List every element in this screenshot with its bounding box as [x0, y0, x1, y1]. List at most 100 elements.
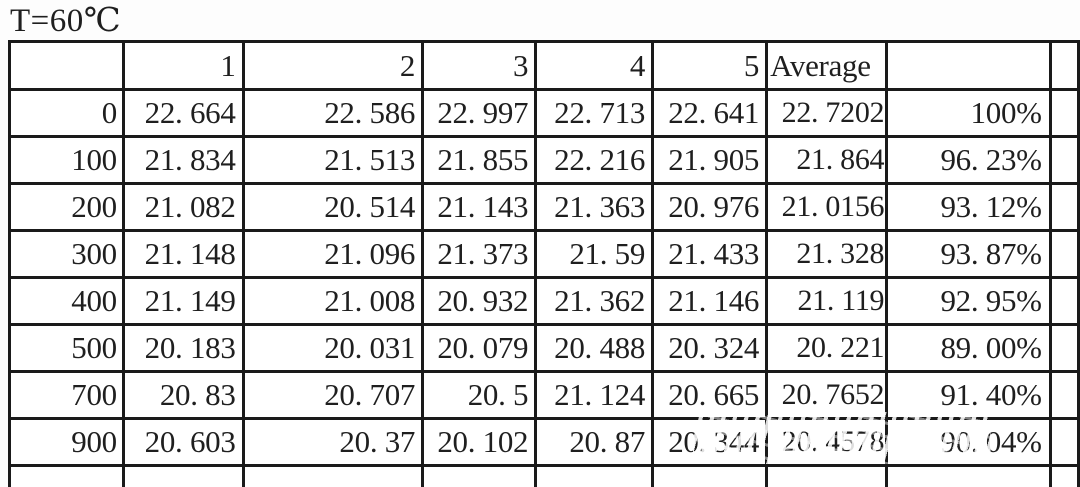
value-cell: 21. 834	[121, 135, 245, 185]
table-row: 200 21. 082 20. 514 21. 143 21. 363 20. …	[8, 182, 1080, 232]
value-cell: 21. 082	[121, 182, 245, 232]
percent-cell: 100%	[885, 88, 1052, 138]
value-cell: 21. 124	[534, 370, 655, 420]
value-cell: 20. 87	[534, 417, 655, 467]
partial-cell	[1048, 182, 1080, 232]
row-label-cell	[8, 464, 125, 487]
average-cell: 21. 864	[765, 135, 889, 185]
value-cell: 20. 603	[121, 417, 245, 467]
value-cell: 20. 37	[241, 417, 425, 467]
percent-cell: 96. 23%	[885, 135, 1052, 185]
percent-cell: 93. 12%	[885, 182, 1052, 232]
value-cell: 21. 513	[241, 135, 425, 185]
value-cell: 22. 586	[241, 88, 425, 138]
average-cell: 22. 7202	[765, 88, 889, 138]
value-cell: 20. 079	[421, 323, 538, 373]
row-label-cell: 200	[8, 182, 125, 232]
value-cell: 20. 324	[651, 323, 769, 373]
column-header-partial	[1048, 40, 1080, 91]
value-cell	[241, 464, 425, 487]
value-cell: 21. 433	[651, 229, 769, 279]
partial-cell	[1048, 323, 1080, 373]
value-cell: 20. 344	[651, 417, 769, 467]
row-label-cell: 300	[8, 229, 125, 279]
partial-cell	[1048, 135, 1080, 185]
partial-cell	[1048, 370, 1080, 420]
data-table: 1 2 3 4 5 Average 0 22. 664 22. 586 22. …	[8, 40, 1080, 487]
value-cell: 20. 514	[241, 182, 425, 232]
value-cell: 20. 83	[121, 370, 245, 420]
value-cell: 20. 665	[651, 370, 769, 420]
value-cell: 21. 146	[651, 276, 769, 326]
row-label-cell: 500	[8, 323, 125, 373]
percent-cell: 93. 87%	[885, 229, 1052, 279]
table-row: 400 21. 149 21. 008 20. 932 21. 362 21. …	[8, 276, 1080, 326]
value-cell: 20. 102	[421, 417, 538, 467]
column-header-blank	[8, 40, 125, 91]
value-cell: 21. 008	[241, 276, 425, 326]
row-label-cell: 100	[8, 135, 125, 185]
value-cell: 20. 707	[241, 370, 425, 420]
value-cell: 21. 143	[421, 182, 538, 232]
table-row: 700 20. 83 20. 707 20. 5 21. 124 20. 665…	[8, 370, 1080, 420]
column-header-1: 1	[121, 40, 245, 91]
value-cell: 20. 488	[534, 323, 655, 373]
value-cell: 20. 932	[421, 276, 538, 326]
percent-cell	[885, 464, 1052, 487]
table-row: 300 21. 148 21. 096 21. 373 21. 59 21. 4…	[8, 229, 1080, 279]
value-cell	[421, 464, 538, 487]
percent-cell: 90. 04%	[885, 417, 1052, 467]
partial-table-row	[8, 464, 1080, 487]
value-cell: 20. 976	[651, 182, 769, 232]
value-cell: 21. 373	[421, 229, 538, 279]
table-row: 900 20. 603 20. 37 20. 102 20. 87 20. 34…	[8, 417, 1080, 467]
table-row: 100 21. 834 21. 513 21. 855 22. 216 21. …	[8, 135, 1080, 185]
column-header-3: 3	[421, 40, 538, 91]
row-label-cell: 700	[8, 370, 125, 420]
value-cell: 22. 713	[534, 88, 655, 138]
value-cell: 21. 905	[651, 135, 769, 185]
table-body: 0 22. 664 22. 586 22. 997 22. 713 22. 64…	[8, 88, 1080, 487]
partial-cell	[1048, 88, 1080, 138]
column-header-percent	[885, 40, 1052, 91]
row-label-cell: 0	[8, 88, 125, 138]
average-cell: 21. 119	[765, 276, 889, 326]
value-cell: 21. 59	[534, 229, 655, 279]
average-cell: 20. 7652	[765, 370, 889, 420]
average-cell	[765, 464, 889, 487]
column-header-5: 5	[651, 40, 769, 91]
value-cell: 20. 183	[121, 323, 245, 373]
column-header-average: Average	[765, 40, 889, 91]
value-cell: 22. 641	[651, 88, 769, 138]
value-cell: 22. 216	[534, 135, 655, 185]
table-row: 0 22. 664 22. 586 22. 997 22. 713 22. 64…	[8, 88, 1080, 138]
partial-cell	[1048, 464, 1080, 487]
value-cell: 22. 664	[121, 88, 245, 138]
average-cell: 20. 221	[765, 323, 889, 373]
row-label-cell: 400	[8, 276, 125, 326]
page-title: T=60℃	[10, 3, 122, 39]
partial-cell	[1048, 229, 1080, 279]
average-cell: 21. 0156	[765, 182, 889, 232]
value-cell	[651, 464, 769, 487]
value-cell: 21. 096	[241, 229, 425, 279]
row-label-cell: 900	[8, 417, 125, 467]
average-cell: 20. 4578	[765, 417, 889, 467]
value-cell	[121, 464, 245, 487]
value-cell: 20. 5	[421, 370, 538, 420]
value-cell: 21. 362	[534, 276, 655, 326]
value-cell: 20. 031	[241, 323, 425, 373]
percent-cell: 92. 95%	[885, 276, 1052, 326]
column-header-2: 2	[241, 40, 425, 91]
column-header-4: 4	[534, 40, 655, 91]
percent-cell: 89. 00%	[885, 323, 1052, 373]
value-cell: 21. 363	[534, 182, 655, 232]
table-header-row: 1 2 3 4 5 Average	[8, 40, 1080, 91]
value-cell: 21. 148	[121, 229, 245, 279]
average-cell: 21. 328	[765, 229, 889, 279]
value-cell: 22. 997	[421, 88, 538, 138]
percent-cell: 91. 40%	[885, 370, 1052, 420]
value-cell	[534, 464, 655, 487]
partial-cell	[1048, 276, 1080, 326]
